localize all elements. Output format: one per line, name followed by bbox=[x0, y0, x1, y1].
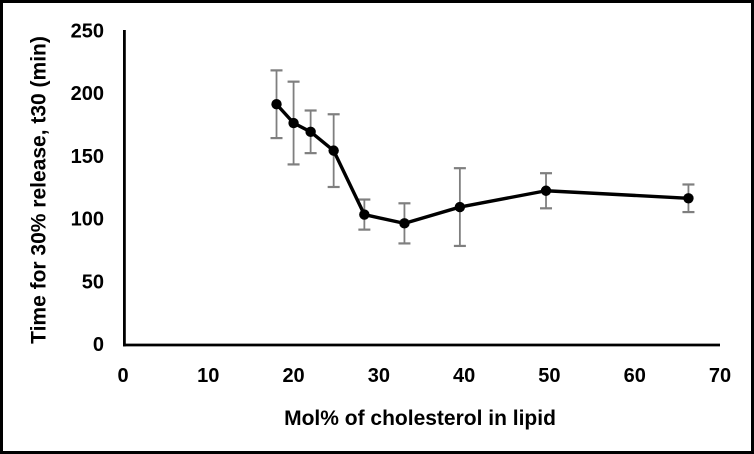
data-point-marker bbox=[288, 117, 299, 129]
plot-area: 0 50 100 150 200 250 0 10 20 30 40 50 60 70 Mol% of c… bbox=[28, 21, 732, 431]
y-tick-label: 250 bbox=[71, 21, 104, 43]
x-tick-label: 20 bbox=[282, 365, 304, 387]
x-tick-label: 0 bbox=[117, 365, 128, 387]
data-point-marker bbox=[328, 145, 339, 156]
data-line bbox=[274, 102, 691, 226]
error-bars bbox=[270, 69, 695, 248]
data-series bbox=[271, 99, 694, 229]
data-point-marker bbox=[305, 126, 316, 138]
x-tick-label: 70 bbox=[709, 365, 731, 387]
x-tick-label: 50 bbox=[538, 365, 560, 387]
axes bbox=[123, 30, 720, 347]
y-tick-label: 0 bbox=[93, 334, 104, 356]
y-tick-label: 100 bbox=[71, 209, 104, 231]
x-tick-label: 60 bbox=[624, 365, 646, 387]
x-tick-label: 40 bbox=[453, 365, 475, 387]
data-point-marker bbox=[454, 201, 466, 213]
data-point-marker bbox=[683, 193, 694, 204]
x-tick-label: 10 bbox=[197, 365, 219, 387]
data-point-marker bbox=[359, 209, 370, 220]
data-point-marker bbox=[271, 99, 282, 110]
y-tick-label: 200 bbox=[71, 83, 104, 105]
y-tick-label: 50 bbox=[82, 271, 104, 293]
data-point-marker bbox=[399, 218, 410, 229]
tick-labels: 0 50 100 150 200 250 0 10 20 30 40 50 60 70 bbox=[71, 21, 732, 388]
x-tick-label: 30 bbox=[368, 365, 390, 387]
y-tick-label: 150 bbox=[71, 146, 104, 168]
y-axis-title: Time for 30% release, t30 (min) bbox=[28, 36, 51, 344]
data-point-marker bbox=[540, 185, 552, 196]
x-axis-title: Mol% of cholesterol in lipid bbox=[284, 407, 556, 430]
